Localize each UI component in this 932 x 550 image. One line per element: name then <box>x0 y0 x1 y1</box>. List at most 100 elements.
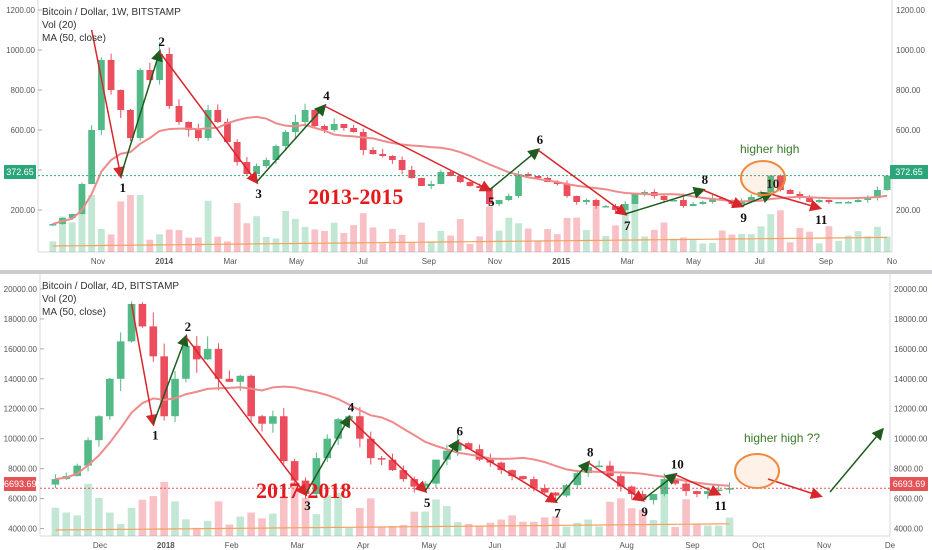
wave-arrow <box>120 49 163 177</box>
volume-bar <box>377 527 386 536</box>
volume-indicator-label[interactable]: Vol (20) <box>42 20 77 31</box>
candle-body <box>340 124 348 128</box>
projection-arrow <box>829 427 884 493</box>
volume-bar <box>844 235 852 252</box>
wave-label: 5 <box>424 495 431 510</box>
volume-bar <box>95 497 103 536</box>
candle-body <box>68 214 76 218</box>
price-label-left: 372.65 <box>4 165 36 179</box>
volume-bar <box>262 236 270 252</box>
candle-body <box>136 70 144 138</box>
wave-label: 2 <box>158 34 165 49</box>
y-tick-label-right: 6000.00 <box>894 495 923 504</box>
candle-body <box>160 356 168 417</box>
x-tick-label: 2014 <box>155 257 173 266</box>
candle-body <box>606 465 614 477</box>
ma-indicator-label[interactable]: MA (50, close) <box>42 307 106 318</box>
candle-body <box>334 419 342 439</box>
wave-label: 4 <box>323 88 330 103</box>
candle-body <box>290 461 299 481</box>
volume-bar <box>117 201 125 252</box>
candle-body <box>767 175 775 192</box>
volume-bar <box>398 234 406 252</box>
y-tick-label-right: 4000.00 <box>894 525 923 534</box>
candle-body <box>627 486 636 495</box>
candle-body <box>95 416 103 441</box>
candle-body <box>272 146 280 160</box>
y-tick-label-left: 20000.00 <box>4 285 38 294</box>
volume-bar <box>410 511 419 536</box>
volume-bar <box>59 216 66 252</box>
candle-body <box>258 416 266 424</box>
candle-body <box>427 184 435 186</box>
volume-bar <box>282 210 290 252</box>
y-tick-label-right: 10000.00 <box>894 435 928 444</box>
volume-bar <box>88 195 96 252</box>
candle-body <box>534 176 542 178</box>
volume-bar <box>225 524 234 536</box>
volume-ma-line <box>52 236 888 247</box>
volume-bar <box>718 230 726 252</box>
volume-bar <box>699 243 707 252</box>
candle-body <box>505 196 513 200</box>
x-tick-label: De <box>885 541 896 550</box>
volume-bar <box>854 231 862 252</box>
volume-bar <box>524 228 532 252</box>
candle-body <box>204 110 212 138</box>
wave-label: 7 <box>554 506 561 521</box>
wave-arrow <box>741 191 774 207</box>
volume-bar <box>540 517 549 536</box>
volume-bar <box>650 229 658 252</box>
candle-body <box>699 202 707 204</box>
wave-label: 4 <box>348 400 355 415</box>
volume-bar <box>551 516 560 536</box>
y-tick-label-right: 12000.00 <box>894 405 928 414</box>
volume-bar <box>835 240 843 252</box>
weekly-chart-panel: 200.00200.00400.00400.00600.00600.00800.… <box>0 0 932 270</box>
volume-bar <box>534 240 542 252</box>
candle-body <box>175 106 183 122</box>
x-tick-label: Sep <box>422 257 437 266</box>
volume-indicator-label[interactable]: Vol (20) <box>42 294 77 305</box>
wave-label: 1 <box>120 180 127 195</box>
volume-bar <box>464 523 473 536</box>
candle-body <box>301 110 309 122</box>
volume-bar <box>165 229 173 252</box>
x-tick-label: Jul <box>755 257 765 266</box>
candle-body <box>194 130 202 138</box>
candle-body <box>146 70 154 80</box>
volume-bar <box>68 222 76 252</box>
volume-bar <box>323 495 332 536</box>
candle-body <box>519 476 527 480</box>
candle-body <box>835 202 843 204</box>
volume-bar <box>224 241 231 252</box>
y-tick-label-right: 1200.00 <box>896 6 925 15</box>
panel-divider[interactable] <box>0 270 932 274</box>
candle-body <box>592 200 600 206</box>
volume-bar <box>427 241 435 252</box>
y-tick-label-right: 16000.00 <box>894 345 928 354</box>
candle-body <box>185 122 193 130</box>
volume-bar <box>171 501 179 536</box>
candle-body <box>466 182 474 186</box>
wave-arrow <box>348 417 428 494</box>
wave-label: 11 <box>815 212 827 227</box>
candle-body <box>379 154 387 156</box>
wave-label: 9 <box>740 210 747 225</box>
volume-bar <box>617 498 625 536</box>
volume-bar <box>786 242 794 252</box>
volume-bar <box>258 518 266 536</box>
volume-bar <box>236 516 245 536</box>
x-tick-label: Sep <box>819 257 834 266</box>
wave-arrow <box>770 193 823 212</box>
wave-arrow <box>90 29 125 179</box>
projection-arrow <box>767 478 823 499</box>
wave-arrow <box>324 105 493 192</box>
volume-bar <box>330 222 338 252</box>
volume-bar <box>379 243 387 252</box>
volume-bar <box>156 234 163 252</box>
volume-bar <box>475 525 484 536</box>
ma-indicator-label[interactable]: MA (50, close) <box>42 33 106 44</box>
volume-bar <box>612 225 619 252</box>
4day-chart-svg: 4000.00 4000.00 6000.00 6000.00 8000.00 8000.… <box>0 274 932 550</box>
